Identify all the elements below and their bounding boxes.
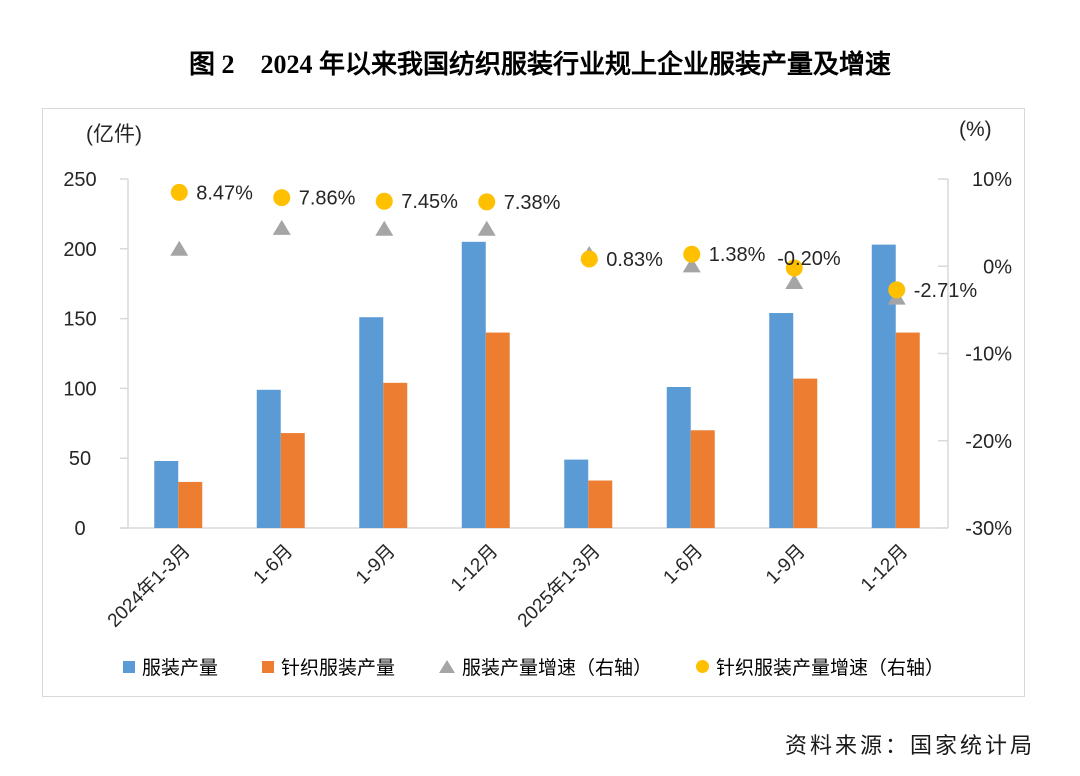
data-label: 0.83% (606, 249, 663, 271)
legend-label: 针织服装产量增速（右轴） (716, 658, 945, 679)
chart-title: 图 2 2024 年以来我国纺织服装行业规上企业服装产量及增速 (188, 50, 891, 79)
legend-item-2: 服装产量增速（右轴） (439, 653, 652, 680)
triangle-marker (682, 257, 701, 273)
triangle-marker (375, 220, 394, 236)
x-axis-category-label: 1-12月 (857, 541, 912, 596)
right-axis-tick-label: 0% (983, 256, 1012, 278)
legend-item-0: 服装产量 (122, 653, 218, 680)
bar (564, 459, 589, 528)
circle-marker (273, 189, 291, 207)
legend-label: 针织服装产量 (280, 658, 395, 679)
triangle-marker (272, 219, 291, 235)
bar (588, 480, 613, 528)
bar (793, 378, 818, 528)
left-axis-tick-label: 200 (63, 239, 96, 261)
data-label: 8.47% (196, 182, 253, 204)
axes (120, 179, 949, 529)
right-axis-unit-label: (%) (959, 118, 992, 141)
left-axis-tick-label: 150 (63, 309, 96, 331)
x-axis-category-label: 1-12月 (447, 541, 502, 596)
source-note: 资料来源：国家统计局 (784, 733, 1035, 758)
bar (178, 481, 203, 528)
legend-label: 服装产量增速（右轴） (462, 658, 653, 679)
legend-square-icon (122, 660, 135, 673)
right-axis-tick-label: -10% (965, 344, 1012, 366)
chart-legend: 服装产量 针织服装产量 服装产量增速（右轴） 针织服装产量增速（右轴） (43, 653, 1024, 680)
bar (383, 382, 408, 528)
data-label: -0.20% (777, 248, 841, 270)
left-axis-tick-label: 100 (63, 378, 96, 400)
legend-triangle-icon (439, 660, 455, 673)
left-axis-unit-label: (亿件) (86, 123, 142, 146)
bar (769, 313, 794, 528)
triangle-marker (170, 240, 189, 256)
bar (461, 241, 486, 528)
bar (280, 433, 305, 528)
triangle-marker (477, 220, 496, 236)
circle-marker (170, 183, 188, 201)
circle-marker (580, 250, 598, 268)
x-axis-category-label: 2025年1-3月 (513, 540, 605, 632)
circle-marker (375, 192, 393, 210)
right-axis-tick-label: -30% (965, 518, 1012, 540)
axis-ticks: 250 200 150 100 50 0 10% 0% -10% -20% -30% (63, 169, 1012, 540)
circle-marker (888, 281, 906, 299)
left-axis-tick-label: 0 (74, 518, 85, 540)
chart-container: (亿件) (%) 250 200 150 100 50 0 10% 0% -10% -20% -30… (42, 108, 1025, 697)
bar (666, 387, 691, 528)
right-axis-tick-label: 10% (972, 169, 1012, 191)
bar (154, 460, 179, 528)
bar (485, 332, 510, 528)
bars-garment-output (154, 241, 896, 528)
legend-circle-icon (696, 660, 710, 673)
x-axis-category-label: 1-9月 (352, 541, 400, 589)
circle-marker (785, 259, 803, 277)
data-label: 1.38% (709, 244, 766, 266)
x-axis-category-label: 2024年1-3月 (103, 540, 195, 632)
circle-marker (478, 193, 496, 211)
left-axis-tick-label: 250 (63, 169, 96, 191)
bar (359, 317, 384, 528)
x-axis-labels: 2024年1-3月 1-6月 1-9月 1-12月 2025年1-3月 1-6月 1-9月 1… (103, 540, 912, 632)
chart-canvas: 250 200 150 100 50 0 10% 0% -10% -20% -30% 8.47% 7.8… (63, 169, 1012, 632)
bar (690, 430, 715, 528)
point-labels: 8.47% 7.86% 7.45% 7.38% 0.83% 1.38% -0.20% -2.7… (196, 182, 977, 302)
bar (895, 332, 920, 528)
data-label: 7.86% (299, 188, 356, 210)
right-axis-tick-label: -20% (965, 431, 1012, 453)
bar (256, 389, 281, 528)
left-axis-tick-label: 50 (69, 448, 91, 470)
data-label: -2.71% (914, 280, 978, 302)
x-axis-category-label: 1-6月 (660, 541, 708, 589)
markers-knitted-growth-circles (170, 183, 906, 299)
data-label: 7.38% (504, 192, 561, 214)
circle-marker (683, 245, 701, 263)
legend-label: 服装产量 (141, 658, 218, 679)
bars-knitted-output (178, 332, 920, 528)
legend-item-3: 针织服装产量增速（右轴） (696, 653, 944, 680)
x-axis-category-label: 1-9月 (762, 541, 810, 589)
legend-square-icon (261, 660, 274, 673)
x-axis-category-label: 1-6月 (250, 541, 298, 589)
data-label: 7.45% (401, 191, 458, 213)
legend-item-1: 针织服装产量 (261, 653, 395, 680)
triangle-marker (785, 273, 804, 289)
